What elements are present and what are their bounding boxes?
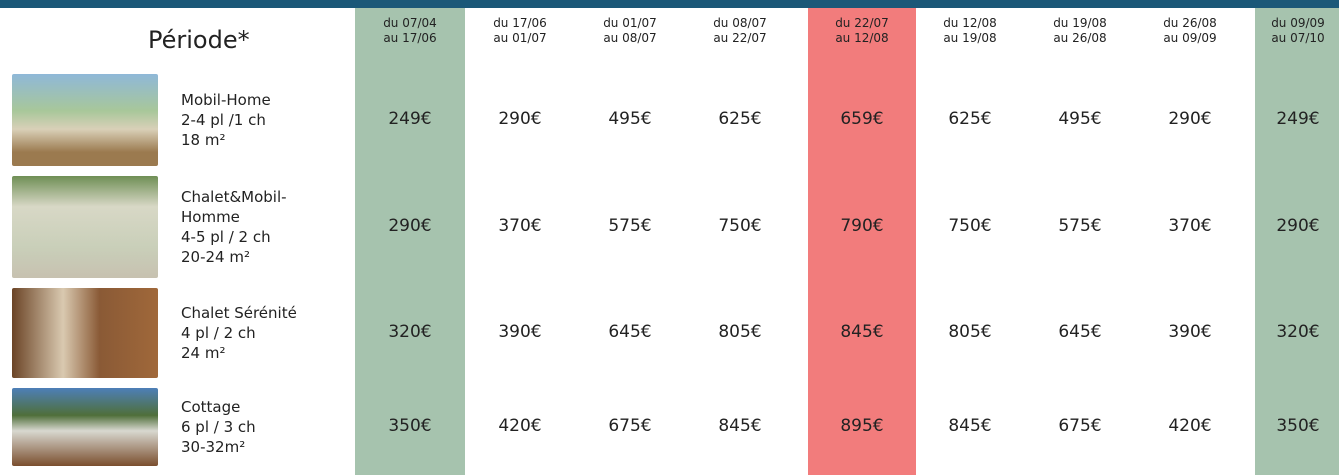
price-cell: 895€ bbox=[807, 416, 917, 436]
price-cell: 659€ bbox=[807, 109, 917, 129]
price-cell: 845€ bbox=[915, 416, 1025, 436]
price-cell: 790€ bbox=[807, 216, 917, 236]
price-cell: 290€ bbox=[1243, 216, 1339, 236]
period-from: du 09/09 bbox=[1243, 16, 1339, 31]
name-line: Chalet&Mobil- bbox=[181, 187, 287, 207]
period-from: du 12/08 bbox=[915, 16, 1025, 31]
name-line: Homme bbox=[181, 207, 287, 227]
price-cell: 420€ bbox=[465, 416, 575, 436]
price-cell: 750€ bbox=[685, 216, 795, 236]
period-to: au 07/10 bbox=[1243, 31, 1339, 46]
accommodation-photo bbox=[12, 74, 158, 166]
price-cell: 845€ bbox=[685, 416, 795, 436]
period-to: au 08/07 bbox=[575, 31, 685, 46]
period-to: au 19/08 bbox=[915, 31, 1025, 46]
price-cell: 320€ bbox=[355, 322, 465, 342]
period-to: au 09/09 bbox=[1135, 31, 1245, 46]
top-bar bbox=[0, 0, 1339, 8]
price-cell: 750€ bbox=[915, 216, 1025, 236]
price-cell: 805€ bbox=[685, 322, 795, 342]
price-cell: 290€ bbox=[465, 109, 575, 129]
low-season-column bbox=[355, 8, 465, 475]
price-cell: 625€ bbox=[915, 109, 1025, 129]
name-line: 4-5 pl / 2 ch bbox=[181, 227, 287, 247]
name-line: 6 pl / 3 ch bbox=[181, 417, 256, 437]
low-season-column bbox=[1255, 8, 1339, 475]
price-cell: 675€ bbox=[1025, 416, 1135, 436]
period-from: du 19/08 bbox=[1025, 16, 1135, 31]
period-from: du 01/07 bbox=[575, 16, 685, 31]
name-line: 24 m² bbox=[181, 343, 297, 363]
price-cell: 625€ bbox=[685, 109, 795, 129]
name-line: 4 pl / 2 ch bbox=[181, 323, 297, 343]
price-cell: 290€ bbox=[1135, 109, 1245, 129]
price-cell: 805€ bbox=[915, 322, 1025, 342]
name-line: Mobil-Home bbox=[181, 90, 271, 110]
period-from: du 26/08 bbox=[1135, 16, 1245, 31]
name-line: 30-32m² bbox=[181, 437, 256, 457]
name-line: Chalet Sérénité bbox=[181, 303, 297, 323]
name-line: 2-4 pl /1 ch bbox=[181, 110, 271, 130]
price-cell: 495€ bbox=[575, 109, 685, 129]
period-header: Période* bbox=[148, 26, 250, 54]
price-cell: 420€ bbox=[1135, 416, 1245, 436]
period-to: au 26/08 bbox=[1025, 31, 1135, 46]
period-from: du 07/04 bbox=[355, 16, 465, 31]
price-cell: 645€ bbox=[1025, 322, 1135, 342]
period-to: au 17/06 bbox=[355, 31, 465, 46]
price-cell: 495€ bbox=[1025, 109, 1135, 129]
accommodation-photo bbox=[12, 388, 158, 466]
price-cell: 249€ bbox=[1243, 109, 1339, 129]
price-cell: 350€ bbox=[1243, 416, 1339, 436]
accommodation-photo bbox=[12, 176, 158, 278]
price-cell: 320€ bbox=[1243, 322, 1339, 342]
price-cell: 390€ bbox=[1135, 322, 1245, 342]
period-from: du 22/07 bbox=[807, 16, 917, 31]
price-cell: 845€ bbox=[807, 322, 917, 342]
name-line: 18 m² bbox=[181, 130, 271, 150]
price-cell: 390€ bbox=[465, 322, 575, 342]
name-line: 20-24 m² bbox=[181, 247, 287, 267]
price-cell: 249€ bbox=[355, 109, 465, 129]
period-from: du 08/07 bbox=[685, 16, 795, 31]
price-cell: 350€ bbox=[355, 416, 465, 436]
peak-season-column bbox=[808, 8, 916, 475]
name-line: Cottage bbox=[181, 397, 256, 417]
price-cell: 575€ bbox=[1025, 216, 1135, 236]
period-to: au 01/07 bbox=[465, 31, 575, 46]
price-cell: 370€ bbox=[1135, 216, 1245, 236]
period-to: au 12/08 bbox=[807, 31, 917, 46]
price-cell: 645€ bbox=[575, 322, 685, 342]
period-to: au 22/07 bbox=[685, 31, 795, 46]
period-from: du 17/06 bbox=[465, 16, 575, 31]
price-table: Période* du 07/04au 17/06du 17/06au 01/0… bbox=[0, 0, 1339, 475]
price-cell: 575€ bbox=[575, 216, 685, 236]
accommodation-photo bbox=[12, 288, 158, 378]
price-cell: 370€ bbox=[465, 216, 575, 236]
price-cell: 290€ bbox=[355, 216, 465, 236]
price-cell: 675€ bbox=[575, 416, 685, 436]
